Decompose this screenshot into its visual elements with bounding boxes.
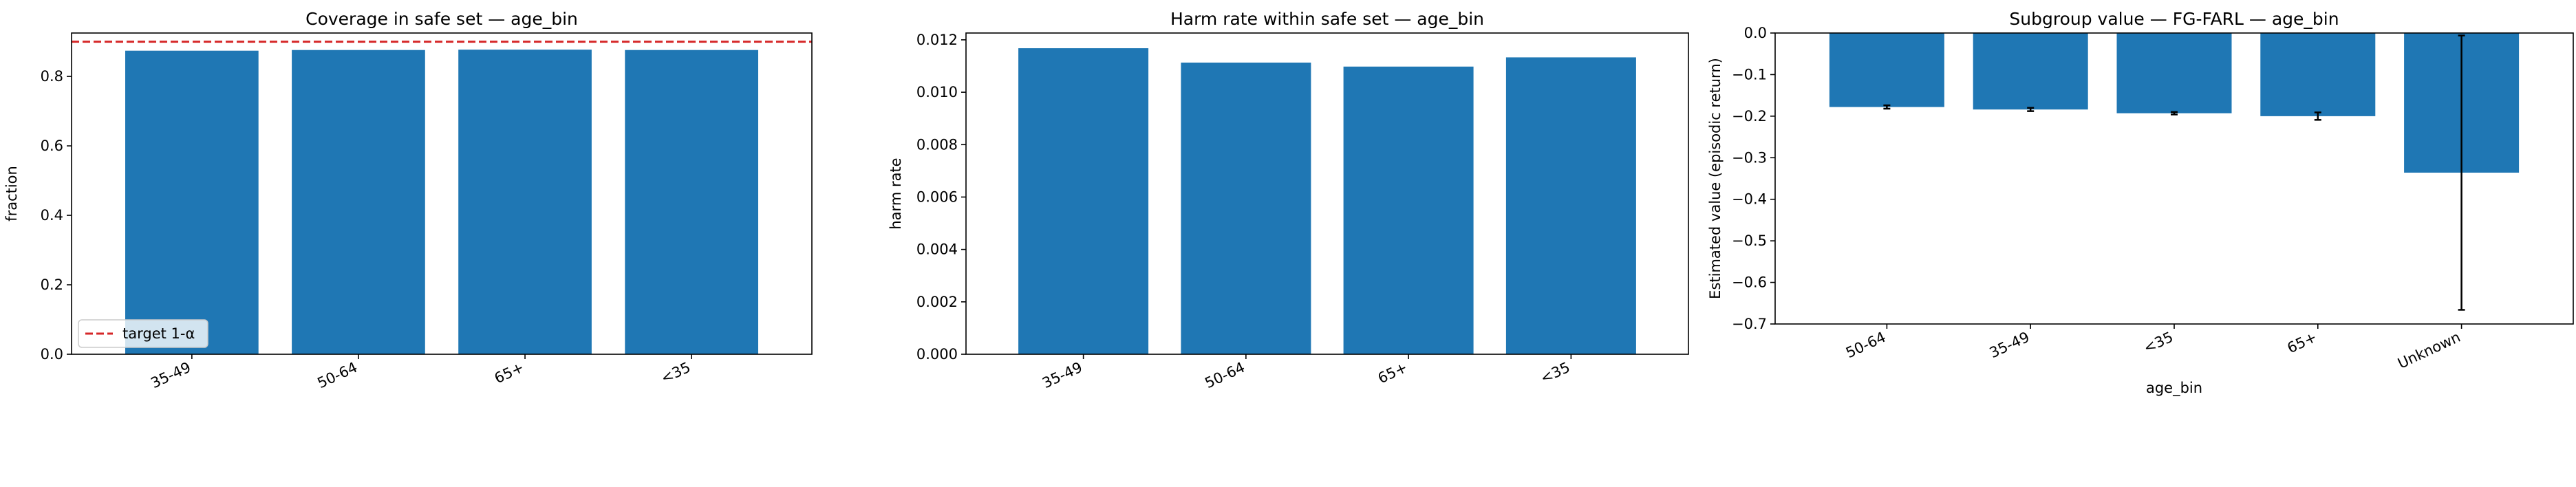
legend: target 1-α bbox=[78, 319, 208, 348]
y-tick-label-4: 0.008 bbox=[916, 136, 958, 153]
y-tick-label-2: 0.004 bbox=[916, 241, 958, 258]
y-tick-label-4: 0.8 bbox=[41, 68, 63, 85]
bar-3 bbox=[1505, 57, 1636, 355]
y-tick-label-5: −0.5 bbox=[1732, 232, 1767, 249]
y-tick-label-4: −0.4 bbox=[1732, 191, 1767, 208]
y-tick-label-1: −0.1 bbox=[1732, 66, 1767, 83]
bar-0 bbox=[1018, 48, 1149, 354]
bar-3 bbox=[2260, 33, 2376, 116]
bar-2 bbox=[1343, 66, 1474, 355]
legend-label: target 1-α bbox=[122, 325, 195, 342]
y-tick-label-3: −0.3 bbox=[1732, 149, 1767, 166]
bar-0 bbox=[125, 50, 259, 354]
y-tick-label-5: 0.010 bbox=[916, 84, 958, 100]
chart-title: Subgroup value — FG-FARL — age_bin bbox=[2009, 9, 2339, 29]
y-tick-label-0: 0.0 bbox=[1744, 25, 1767, 41]
y-tick-label-2: 0.4 bbox=[41, 207, 63, 224]
y-tick-label-6: −0.6 bbox=[1732, 274, 1767, 291]
axes-frame bbox=[71, 32, 813, 355]
bar-1 bbox=[1973, 33, 2088, 110]
bar-1 bbox=[1181, 63, 1311, 354]
x-axis-label: age_bin bbox=[2146, 380, 2202, 397]
y-tick-label-3: 0.006 bbox=[916, 188, 958, 205]
y-tick-label-2: −0.2 bbox=[1732, 108, 1767, 125]
y-tick-label-3: 0.6 bbox=[41, 138, 63, 154]
bar-2 bbox=[458, 50, 592, 354]
coverage-chart: 0.00.20.40.60.835-49 50-64 65+ <35Coverage … bbox=[3, 9, 813, 391]
chart-title: Harm rate within safe set — age_bin bbox=[1170, 9, 1484, 29]
axes-frame bbox=[965, 32, 1689, 355]
bar-3 bbox=[625, 50, 758, 354]
y-tick-label-1: 0.002 bbox=[916, 294, 958, 310]
y-axis-label: fraction bbox=[3, 166, 20, 221]
legend-box bbox=[78, 319, 208, 348]
y-tick-label-0: 0.0 bbox=[41, 346, 63, 362]
subgroup-value-chart: 0.0−0.1−0.2−0.3−0.4−0.5−0.6−0.750-64 35-4… bbox=[1707, 9, 2574, 397]
bar-2 bbox=[2116, 33, 2232, 113]
y-tick-label-6: 0.012 bbox=[916, 32, 958, 48]
y-axis-label: harm rate bbox=[888, 158, 904, 229]
y-tick-label-1: 0.2 bbox=[41, 277, 63, 293]
bar-1 bbox=[292, 50, 425, 354]
y-tick-label-0: 0.000 bbox=[916, 346, 958, 362]
y-tick-label-7: −0.7 bbox=[1732, 316, 1767, 332]
chart-title: Coverage in safe set — age_bin bbox=[305, 9, 578, 29]
bar-0 bbox=[1829, 33, 1944, 107]
y-axis-label: Estimated value (episodic return) bbox=[1707, 58, 1724, 299]
